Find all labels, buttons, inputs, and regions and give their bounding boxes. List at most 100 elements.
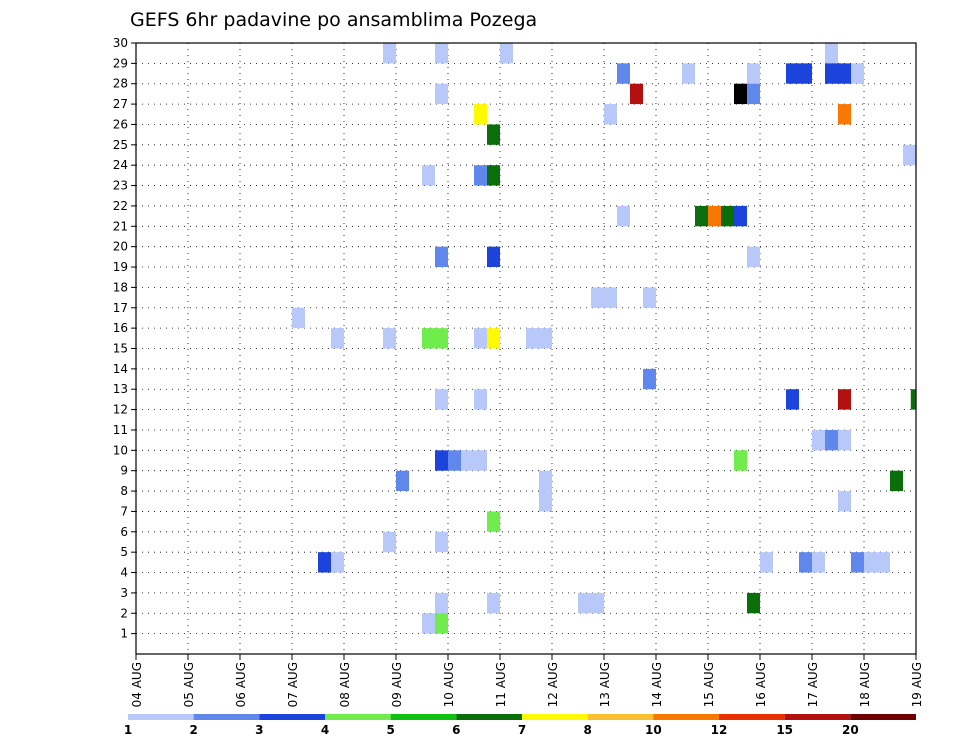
- colorbar-label: 10: [645, 723, 662, 737]
- precip-cell: [695, 205, 708, 227]
- colorbar-swatch: [587, 714, 654, 720]
- precip-cell: [487, 511, 500, 532]
- precip-cell: [435, 613, 448, 634]
- precip-cell: [604, 104, 617, 125]
- colorbar-label: 4: [321, 723, 329, 737]
- precip-cell: [760, 552, 773, 573]
- x-tick-label: 08 AUG: [338, 662, 352, 707]
- y-tick-label: 4: [120, 566, 128, 580]
- precip-cell: [422, 328, 448, 349]
- x-tick-label: 10 AUG: [442, 662, 456, 707]
- x-tick-label: 13 AUG: [598, 662, 612, 707]
- precip-cell: [617, 205, 630, 227]
- x-tick-label: 12 AUG: [546, 662, 560, 707]
- colorbar-swatch: [719, 714, 785, 720]
- y-tick-label: 17: [113, 301, 128, 315]
- y-tick-label: 18: [113, 280, 128, 294]
- precip-cell: [630, 83, 643, 105]
- y-tick-label: 25: [113, 138, 128, 152]
- x-tick-label: 09 AUG: [390, 662, 404, 707]
- precip-cell: [383, 43, 396, 64]
- y-tick-label: 10: [113, 443, 128, 457]
- precip-cell: [838, 491, 851, 512]
- y-tick-label: 24: [113, 158, 128, 172]
- colorbar-swatch: [653, 714, 719, 720]
- precip-cell: [721, 205, 734, 227]
- precip-cell: [734, 450, 747, 471]
- precip-cell: [435, 246, 448, 268]
- precip-cell: [461, 450, 487, 471]
- precip-cell: [890, 470, 903, 492]
- x-tick-label: 05 AUG: [182, 662, 196, 707]
- y-tick-label: 14: [113, 362, 128, 376]
- colorbar-swatch: [193, 714, 260, 720]
- precip-cell: [422, 613, 435, 634]
- colorbar-label: 5: [386, 723, 394, 737]
- precip-cell: [422, 165, 435, 186]
- y-tick-label: 3: [120, 586, 128, 600]
- precip-cell: [487, 246, 500, 268]
- x-tick-label: 16 AUG: [754, 662, 768, 707]
- precip-cell: [474, 165, 487, 186]
- y-tick-label: 2: [120, 606, 128, 620]
- precip-cell: [838, 429, 851, 451]
- colorbar-swatch: [390, 714, 457, 720]
- y-tick-label: 7: [120, 504, 128, 518]
- precip-cell: [747, 63, 760, 84]
- y-tick-label: 27: [113, 97, 128, 111]
- precip-cell: [643, 368, 656, 390]
- x-tick-label: 18 AUG: [858, 662, 872, 707]
- colorbar-swatch: [259, 714, 325, 720]
- x-tick-label: 04 AUG: [130, 662, 144, 707]
- x-axis: 04 AUG 05 AUG 06 AUG 07 AUG 08 AUG 09 AUG 10 A…: [130, 654, 924, 707]
- precip-cell: [435, 389, 448, 410]
- precip-cell: [799, 552, 812, 573]
- precip-cell: [474, 328, 487, 349]
- x-tick-label: 19 AUG: [910, 662, 924, 707]
- y-tick-label: 9: [120, 464, 128, 478]
- precip-cell: [487, 328, 500, 349]
- colorbar-label: 3: [255, 723, 263, 737]
- precip-cell: [747, 246, 760, 268]
- y-tick-label: 23: [113, 179, 128, 193]
- y-tick-label: 11: [113, 423, 128, 437]
- colorbar: 1 2 3 4 5 6 7 8 10 12 15 20: [124, 714, 916, 737]
- precip-cell: [851, 63, 864, 84]
- precip-cell: [474, 389, 487, 410]
- colorbar-label: 12: [711, 723, 728, 737]
- colorbar-label: 2: [189, 723, 197, 737]
- precip-cell: [396, 470, 409, 492]
- y-tick-label: 19: [113, 260, 128, 274]
- y-tick-label: 13: [113, 382, 128, 396]
- colorbar-label: 8: [583, 723, 591, 737]
- precip-cell: [786, 389, 799, 410]
- precip-cell: [734, 83, 747, 105]
- precip-cell: [786, 63, 812, 84]
- x-tick-label: 07 AUG: [286, 662, 300, 707]
- x-tick-label: 06 AUG: [234, 662, 248, 707]
- colorbar-swatch: [456, 714, 522, 720]
- precip-cell: [435, 450, 448, 471]
- precip-cell: [591, 287, 617, 308]
- precip-cell: [474, 104, 487, 125]
- y-tick-label: 8: [120, 484, 128, 498]
- precip-cell: [838, 104, 851, 125]
- precip-cell: [318, 552, 331, 573]
- y-tick-label: 12: [113, 403, 128, 417]
- colorbar-swatch: [850, 714, 916, 720]
- precip-cell: [383, 328, 396, 349]
- precip-cell: [825, 429, 838, 451]
- precip-cell: [910, 389, 916, 410]
- precip-cell: [643, 287, 656, 308]
- precip-cell: [526, 328, 552, 349]
- x-tick-label: 11 AUG: [494, 662, 508, 707]
- precip-cell: [825, 43, 838, 64]
- precip-cell: [331, 552, 344, 573]
- x-tick-label: 17 AUG: [806, 662, 820, 707]
- y-tick-label: 5: [120, 545, 128, 559]
- precip-cell: [292, 307, 305, 329]
- precip-cell: [851, 552, 864, 573]
- precip-cell: [383, 531, 396, 553]
- precip-cell: [487, 592, 500, 614]
